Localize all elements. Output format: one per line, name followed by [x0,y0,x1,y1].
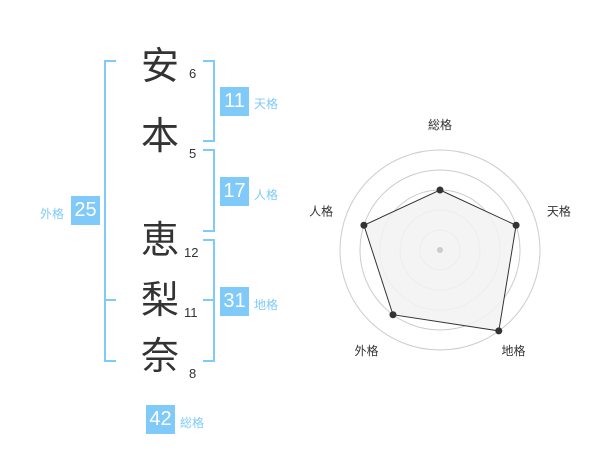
stroke-count: 8 [189,366,197,381]
radar-ring [339,149,541,351]
name-char: 奈 [140,334,179,378]
radar-center [437,247,443,253]
jinkaku-label: 人格 [254,188,279,202]
tenkaku-label: 天格 [254,97,279,111]
radar-point [512,221,520,229]
radar-axis-label: 総格 [428,117,452,132]
gaikaku-label: 外格 [40,207,65,221]
radar-point [389,311,397,319]
stroke-count: 12 [184,245,199,260]
stroke-count: 11 [184,305,198,320]
jinkaku-value: 17 [220,177,249,206]
gaikaku-bracket-tick [104,299,116,301]
radar-point [360,221,368,229]
stroke-count: 6 [189,66,197,81]
radar-axis-label: 人格 [309,203,333,218]
name-char: 恵 [140,218,179,262]
name-char: 安 [140,44,179,88]
stroke-count: 5 [189,146,197,161]
radar-axis-label: 天格 [547,203,571,218]
name-char: 本 [140,114,179,158]
tenkaku-bracket [203,60,215,142]
soukaku-label: 総格 [180,416,205,430]
tenkaku-value: 11 [220,87,249,116]
radar-area [363,189,517,332]
radar-point [495,327,503,335]
gaikaku-bracket [104,60,116,362]
radar-point [436,186,444,194]
chikaku-bracket-tick [203,299,213,301]
radar-axis-label: 地格 [501,343,525,358]
chikaku-value: 31 [220,287,249,316]
chikaku-label: 地格 [254,298,279,312]
radar-ring [359,169,521,331]
name-char: 梨 [140,278,179,322]
soukaku-value: 42 [146,405,175,434]
radar-axis-label: 外格 [355,343,379,358]
gaikaku-value: 25 [71,196,100,225]
jinkaku-bracket [203,149,215,232]
chikaku-bracket [203,239,215,362]
